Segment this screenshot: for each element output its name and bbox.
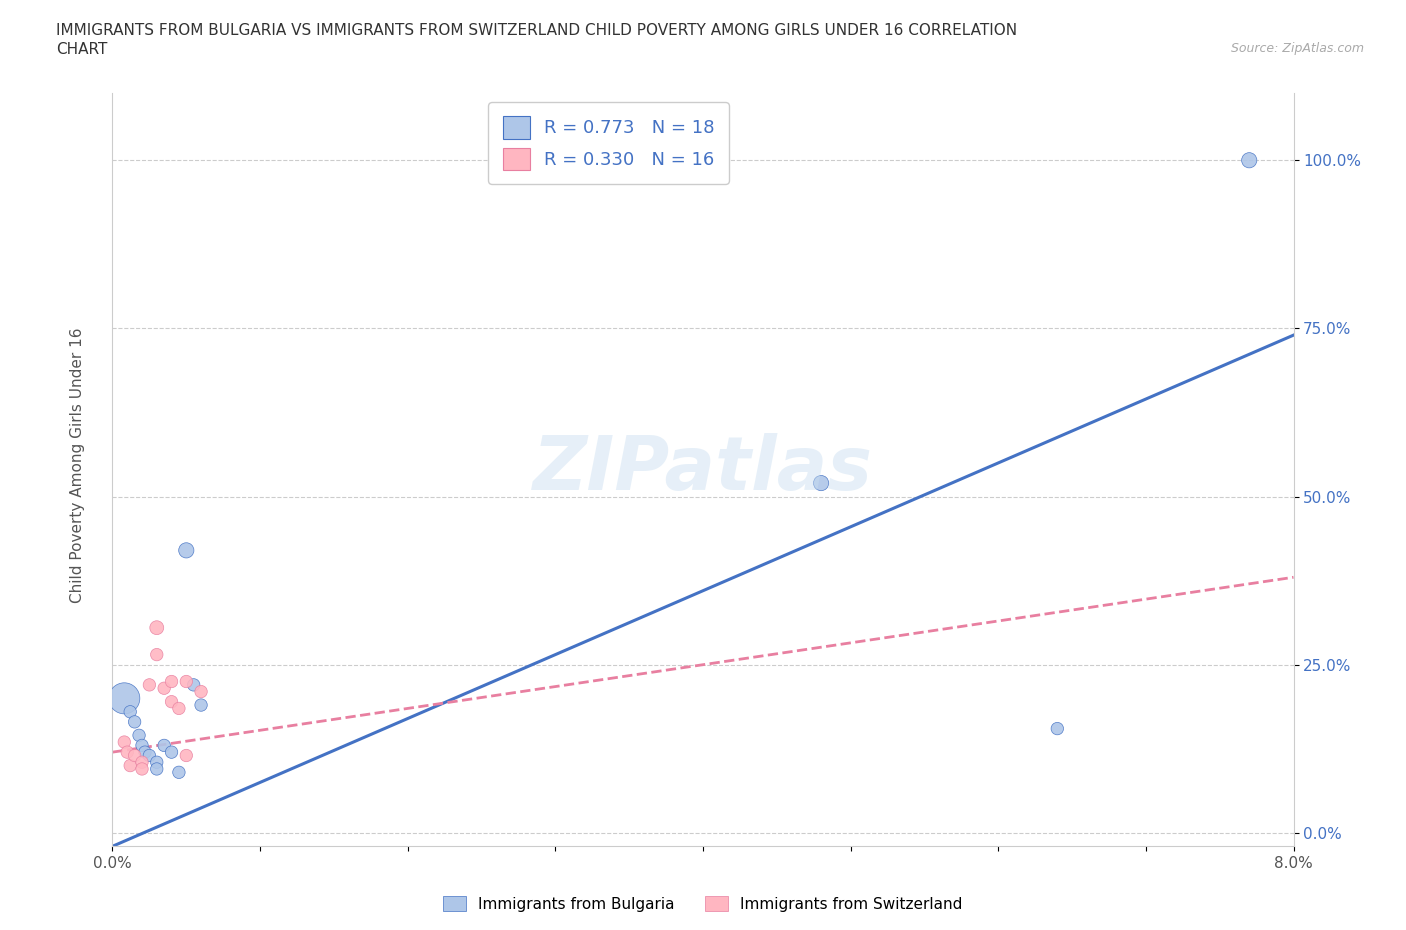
Point — [138, 748, 160, 763]
Text: Source: ZipAtlas.com: Source: ZipAtlas.com — [1230, 42, 1364, 55]
Point — [117, 745, 138, 760]
Point — [146, 620, 169, 635]
Point — [174, 748, 197, 763]
Point — [112, 735, 135, 750]
Point — [160, 674, 183, 689]
Text: ZIPatlas: ZIPatlas — [533, 433, 873, 506]
Point — [1239, 153, 1261, 167]
Legend: R = 0.773   N = 18, R = 0.330   N = 16: R = 0.773 N = 18, R = 0.330 N = 16 — [488, 102, 728, 184]
Point — [120, 758, 142, 773]
Point — [160, 745, 183, 760]
Text: Child Poverty Among Girls Under 16: Child Poverty Among Girls Under 16 — [70, 327, 84, 603]
Point — [146, 647, 169, 662]
Point — [810, 475, 832, 490]
Point — [153, 738, 176, 753]
Point — [167, 701, 190, 716]
Point — [146, 762, 169, 777]
Point — [131, 738, 153, 753]
Text: CHART: CHART — [56, 42, 108, 57]
Point — [190, 698, 212, 712]
Point — [124, 748, 146, 763]
Point — [167, 764, 190, 779]
Point — [190, 684, 212, 699]
Point — [160, 695, 183, 710]
Point — [183, 677, 205, 692]
Point — [1046, 721, 1069, 736]
Point — [138, 677, 160, 692]
Point — [112, 691, 135, 706]
Point — [146, 755, 169, 770]
Point — [174, 674, 197, 689]
Point — [120, 704, 142, 719]
Point — [124, 714, 146, 729]
Point — [131, 762, 153, 777]
Text: IMMIGRANTS FROM BULGARIA VS IMMIGRANTS FROM SWITZERLAND CHILD POVERTY AMONG GIRL: IMMIGRANTS FROM BULGARIA VS IMMIGRANTS F… — [56, 23, 1018, 38]
Legend: Immigrants from Bulgaria, Immigrants from Switzerland: Immigrants from Bulgaria, Immigrants fro… — [437, 889, 969, 918]
Point — [174, 543, 197, 558]
Point — [134, 745, 156, 760]
Point — [131, 755, 153, 770]
Point — [153, 681, 176, 696]
Point — [128, 728, 150, 743]
